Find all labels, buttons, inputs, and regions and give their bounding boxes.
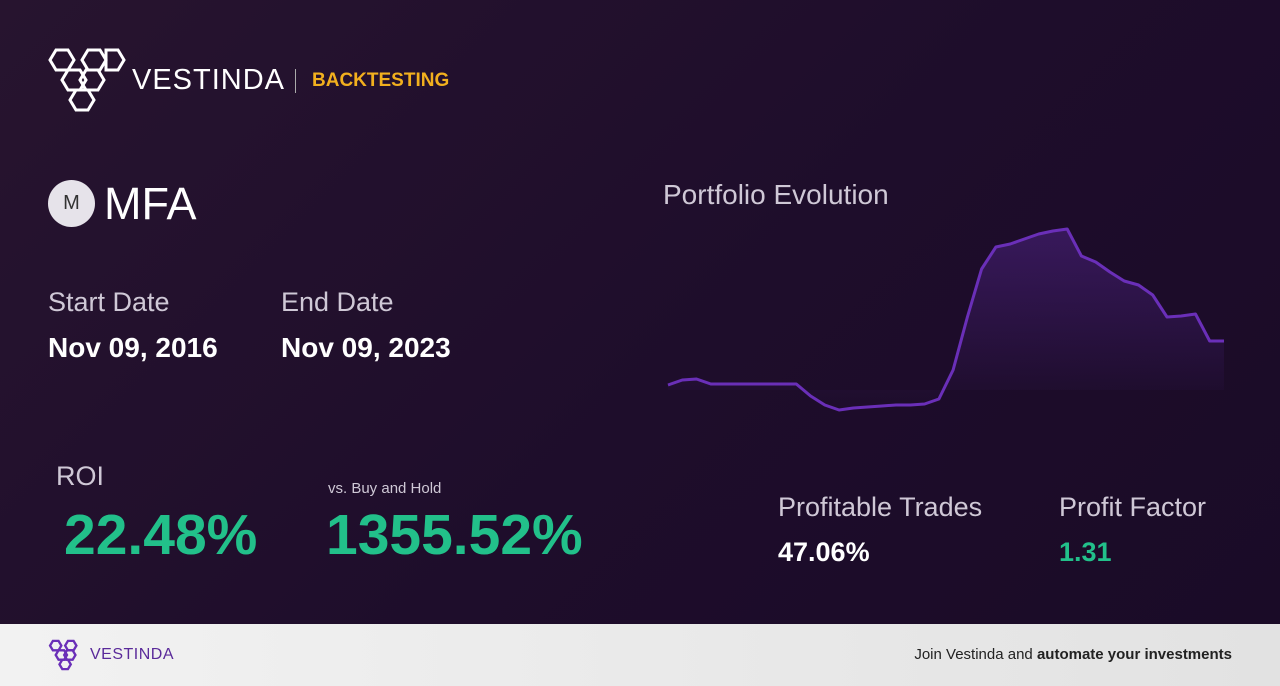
section: BACKTESTING	[312, 70, 450, 91]
roi: 22.48%	[64, 503, 258, 567]
cta: Join Vestinda and automate your investme…	[914, 646, 1232, 663]
footer-brand: VESTINDA	[90, 646, 175, 663]
area	[668, 229, 1224, 410]
footer-logo	[48, 639, 78, 671]
pf: 1.31	[1059, 537, 1112, 567]
bh-label: vs. Buy and Hold	[328, 480, 442, 497]
trades-label: Profitable Trades	[778, 492, 983, 522]
cta-bold: automate your investments	[1036, 646, 1232, 663]
end-label: End Date	[281, 287, 394, 317]
chart-title: Portfolio Evolution	[663, 179, 889, 210]
roi-label: ROI	[56, 461, 105, 491]
ticker-icon: M	[48, 180, 95, 227]
bh: 1355.52%	[326, 503, 583, 567]
footer: VESTINDA Join Vestinda and automate your…	[0, 624, 1280, 686]
start-label: Start Date	[48, 287, 170, 317]
end-date: Nov 09, 2023	[281, 332, 451, 363]
symbol: MFA	[104, 178, 197, 229]
chart	[667, 227, 1224, 412]
divider	[295, 69, 296, 93]
line	[667, 227, 1224, 412]
start-date: Nov 09, 2016	[48, 332, 218, 363]
pf-label: Profit Factor	[1059, 492, 1207, 522]
logo-icon	[48, 48, 126, 112]
brand: VESTINDA	[132, 64, 286, 96]
trades: 47.06%	[778, 537, 870, 567]
cta-text: Join Vestinda and	[914, 646, 1033, 663]
card: VESTINDA BACKTESTING M MFA Start Date No…	[0, 0, 1280, 624]
